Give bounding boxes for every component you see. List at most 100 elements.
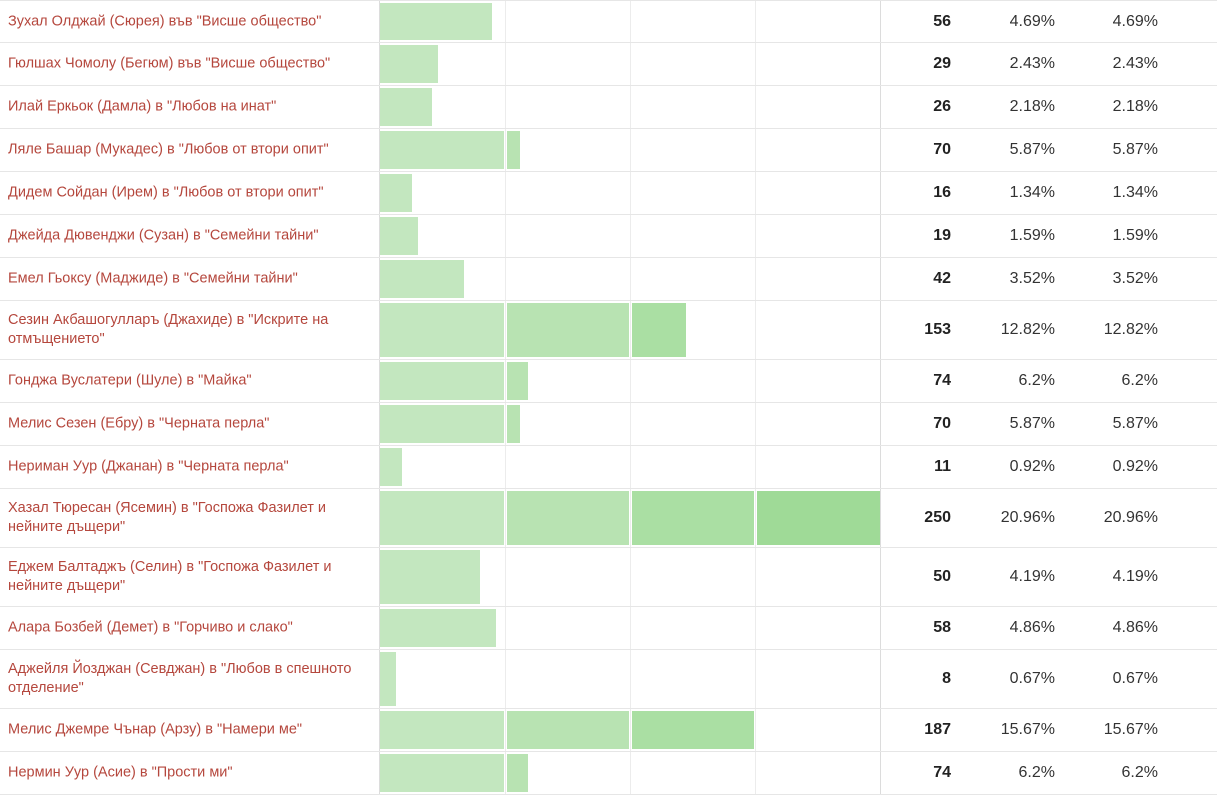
table-row: Дидем Сойдан (Ирем) в "Любов от втори оп… <box>0 172 1217 215</box>
gridline <box>630 709 631 751</box>
bar-segment <box>631 711 754 749</box>
table-row: Гюлшах Чомолу (Бегюм) във "Висше обществ… <box>0 43 1217 86</box>
vote-count: 19 <box>933 227 951 244</box>
bar-segment <box>506 491 629 545</box>
row-label[interactable]: Ляле Башар (Мукадес) в "Любов от втори о… <box>8 141 329 158</box>
bar-segment <box>380 405 504 443</box>
bar-segment <box>631 303 686 357</box>
table-row: Мелис Сезен (Ебру) в "Черната перла" 70 5.… <box>0 403 1217 446</box>
row-label[interactable]: Алара Бозбей (Демет) в "Горчиво и слако" <box>8 619 293 636</box>
bar-cell <box>379 403 881 445</box>
bar-cell <box>379 752 881 794</box>
row-label[interactable]: Нермин Уур (Асие) в "Прости ми" <box>8 764 233 781</box>
vote-count: 250 <box>924 509 951 526</box>
gridline <box>505 752 506 794</box>
vote-count: 50 <box>933 568 951 585</box>
vote-count: 70 <box>933 415 951 432</box>
gridline <box>755 446 756 488</box>
table-row: Зухал Олджай (Сюрея) във "Висше общество… <box>0 1 1217 43</box>
gridline <box>755 129 756 171</box>
gridline <box>505 607 506 649</box>
row-label[interactable]: Гонджа Вуслатери (Шуле) в "Майка" <box>8 372 252 389</box>
bar-cell <box>379 258 881 300</box>
gridline <box>755 215 756 257</box>
bar-segment <box>631 491 754 545</box>
gridline <box>630 446 631 488</box>
gridline <box>630 650 631 708</box>
table-row: Нериман Уур (Джанан) в "Черната перла" 11… <box>0 446 1217 489</box>
row-label[interactable]: Мелис Джемре Чънар (Арзу) в "Намери ме" <box>8 721 303 738</box>
percent-total: 0.92% <box>1009 458 1055 475</box>
bar-segment <box>380 131 504 169</box>
bar-cell <box>379 43 881 85</box>
table-row: Алара Бозбей (Демет) в "Горчиво и слако"… <box>0 607 1217 650</box>
gridline <box>630 607 631 649</box>
gridline <box>505 129 506 171</box>
row-label[interactable]: Аджейля Йозджан (Севджан) в "Любов в спе… <box>8 661 352 696</box>
row-label[interactable]: Сезин Акбашогулларъ (Джахиде) в "Искрите… <box>8 312 329 347</box>
bar-cell <box>379 1 881 42</box>
percent-valid: 15.67% <box>1103 721 1158 738</box>
row-label[interactable]: Мелис Сезен (Ебру) в "Черната перла" <box>8 415 270 432</box>
gridline <box>630 129 631 171</box>
bar-segment <box>380 448 402 486</box>
percent-total: 6.2% <box>1018 372 1055 389</box>
gridline <box>755 360 756 402</box>
gridline <box>630 1 631 42</box>
gridline <box>630 86 631 128</box>
bar-segment <box>380 3 492 40</box>
row-label[interactable]: Нериман Уур (Джанан) в "Черната перла" <box>8 458 289 475</box>
percent-valid: 0.67% <box>1112 670 1158 687</box>
bar-segment <box>380 652 396 706</box>
table-row: Сезин Акбашогулларъ (Джахиде) в "Искрите… <box>0 301 1217 360</box>
row-label[interactable]: Дидем Сойдан (Ирем) в "Любов от втори оп… <box>8 184 324 201</box>
gridline <box>755 650 756 708</box>
row-label[interactable]: Джейда Дювенджи (Сузан) в "Семейни тайни… <box>8 227 319 244</box>
bar-segment <box>380 609 496 647</box>
percent-total: 3.52% <box>1009 270 1055 287</box>
gridline <box>755 258 756 300</box>
bar-segment <box>380 174 412 212</box>
row-label[interactable]: Зухал Олджай (Сюрея) във "Висше общество… <box>8 13 322 29</box>
bar-segment <box>380 217 418 255</box>
vote-count: 74 <box>933 372 951 389</box>
bar-segment <box>506 131 520 169</box>
bar-cell <box>379 360 881 402</box>
bar-cell <box>379 607 881 649</box>
row-label[interactable]: Гюлшах Чомолу (Бегюм) във "Висше обществ… <box>8 55 331 72</box>
bar-cell <box>379 86 881 128</box>
bar-cell <box>379 215 881 257</box>
table-row: Еджем Балтаджъ (Селин) в "Госпожа Фазиле… <box>0 548 1217 607</box>
gridline <box>630 489 631 547</box>
bar-segment <box>380 88 432 126</box>
gridline <box>505 172 506 214</box>
percent-total: 5.87% <box>1009 415 1055 432</box>
gridline <box>630 215 631 257</box>
gridline <box>505 86 506 128</box>
percent-valid: 4.86% <box>1112 619 1158 636</box>
vote-count: 26 <box>933 98 951 115</box>
row-label[interactable]: Емел Гьоксу (Маджиде) в "Семейни тайни" <box>8 270 298 287</box>
vote-count: 29 <box>933 55 951 72</box>
gridline <box>505 360 506 402</box>
row-label[interactable]: Илай Еркьок (Дамла) в "Любов на инат" <box>8 98 277 115</box>
percent-total: 1.34% <box>1009 184 1055 201</box>
percent-valid: 4.19% <box>1112 568 1158 585</box>
bar-segment <box>506 754 528 792</box>
percent-valid: 6.2% <box>1121 764 1158 781</box>
row-label[interactable]: Еджем Балтаджъ (Селин) в "Госпожа Фазиле… <box>8 559 332 594</box>
gridline <box>755 403 756 445</box>
percent-total: 15.67% <box>1000 721 1055 738</box>
percent-valid: 1.34% <box>1112 184 1158 201</box>
table-row: Джейда Дювенджи (Сузан) в "Семейни тайни… <box>0 215 1217 258</box>
bar-segment <box>756 491 880 545</box>
percent-total: 5.87% <box>1009 141 1055 158</box>
bar-segment <box>380 550 480 604</box>
gridline <box>505 301 506 359</box>
percent-valid: 4.69% <box>1112 12 1158 30</box>
percent-total: 12.82% <box>1000 321 1055 338</box>
row-label[interactable]: Хазал Тюресан (Ясемин) в "Госпожа Фазиле… <box>8 500 327 535</box>
vote-count: 74 <box>933 764 951 781</box>
gridline <box>505 446 506 488</box>
